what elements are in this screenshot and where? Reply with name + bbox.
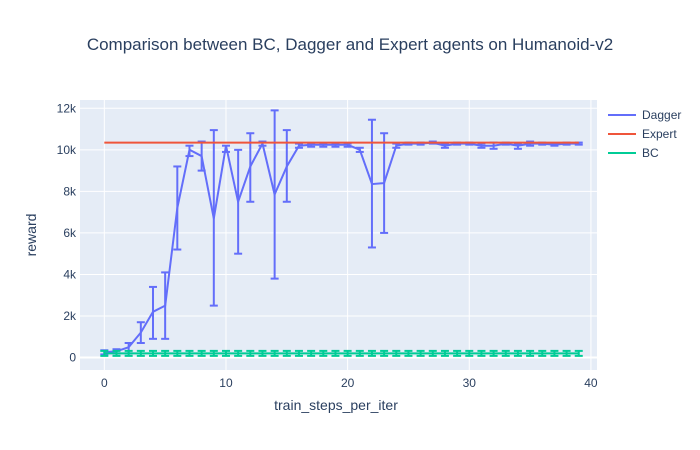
dagger-line	[104, 140, 579, 354]
legend-label-dagger: Dagger	[642, 108, 681, 122]
legend-item-bc[interactable]: BC	[608, 146, 659, 160]
legend-item-expert[interactable]: Expert	[608, 127, 677, 141]
y-tick-label: 8k	[63, 184, 77, 198]
legend-item-dagger[interactable]: Dagger	[608, 108, 681, 122]
y-tick-label: 6k	[63, 226, 77, 240]
legend[interactable]: Dagger Expert BC	[608, 108, 681, 160]
x-axis-label: train_steps_per_iter	[274, 397, 398, 413]
y-axis-ticks: 0 2k 4k 6k 8k 10k 12k	[57, 101, 77, 364]
x-tick-label: 10	[219, 376, 233, 390]
y-tick-label: 4k	[63, 267, 77, 281]
series-layer	[100, 109, 583, 357]
legend-label-bc: BC	[642, 146, 659, 160]
series-dagger	[100, 109, 583, 356]
y-tick-label: 2k	[63, 309, 77, 323]
y-axis-label: reward	[23, 214, 39, 257]
chart-title: Comparison between BC, Dagger and Expert…	[87, 35, 613, 54]
x-tick-label: 30	[463, 376, 477, 390]
x-tick-label: 0	[101, 376, 108, 390]
series-bc	[100, 349, 583, 357]
y-tick-label: 10k	[57, 143, 77, 157]
y-tick-label: 12k	[57, 101, 77, 115]
x-tick-label: 40	[584, 376, 598, 390]
y-tick-label: 0	[69, 351, 76, 365]
plot-area	[80, 100, 597, 370]
x-axis-ticks: 0 10 20 30 40	[101, 376, 598, 390]
legend-label-expert: Expert	[642, 127, 677, 141]
x-tick-label: 20	[341, 376, 355, 390]
